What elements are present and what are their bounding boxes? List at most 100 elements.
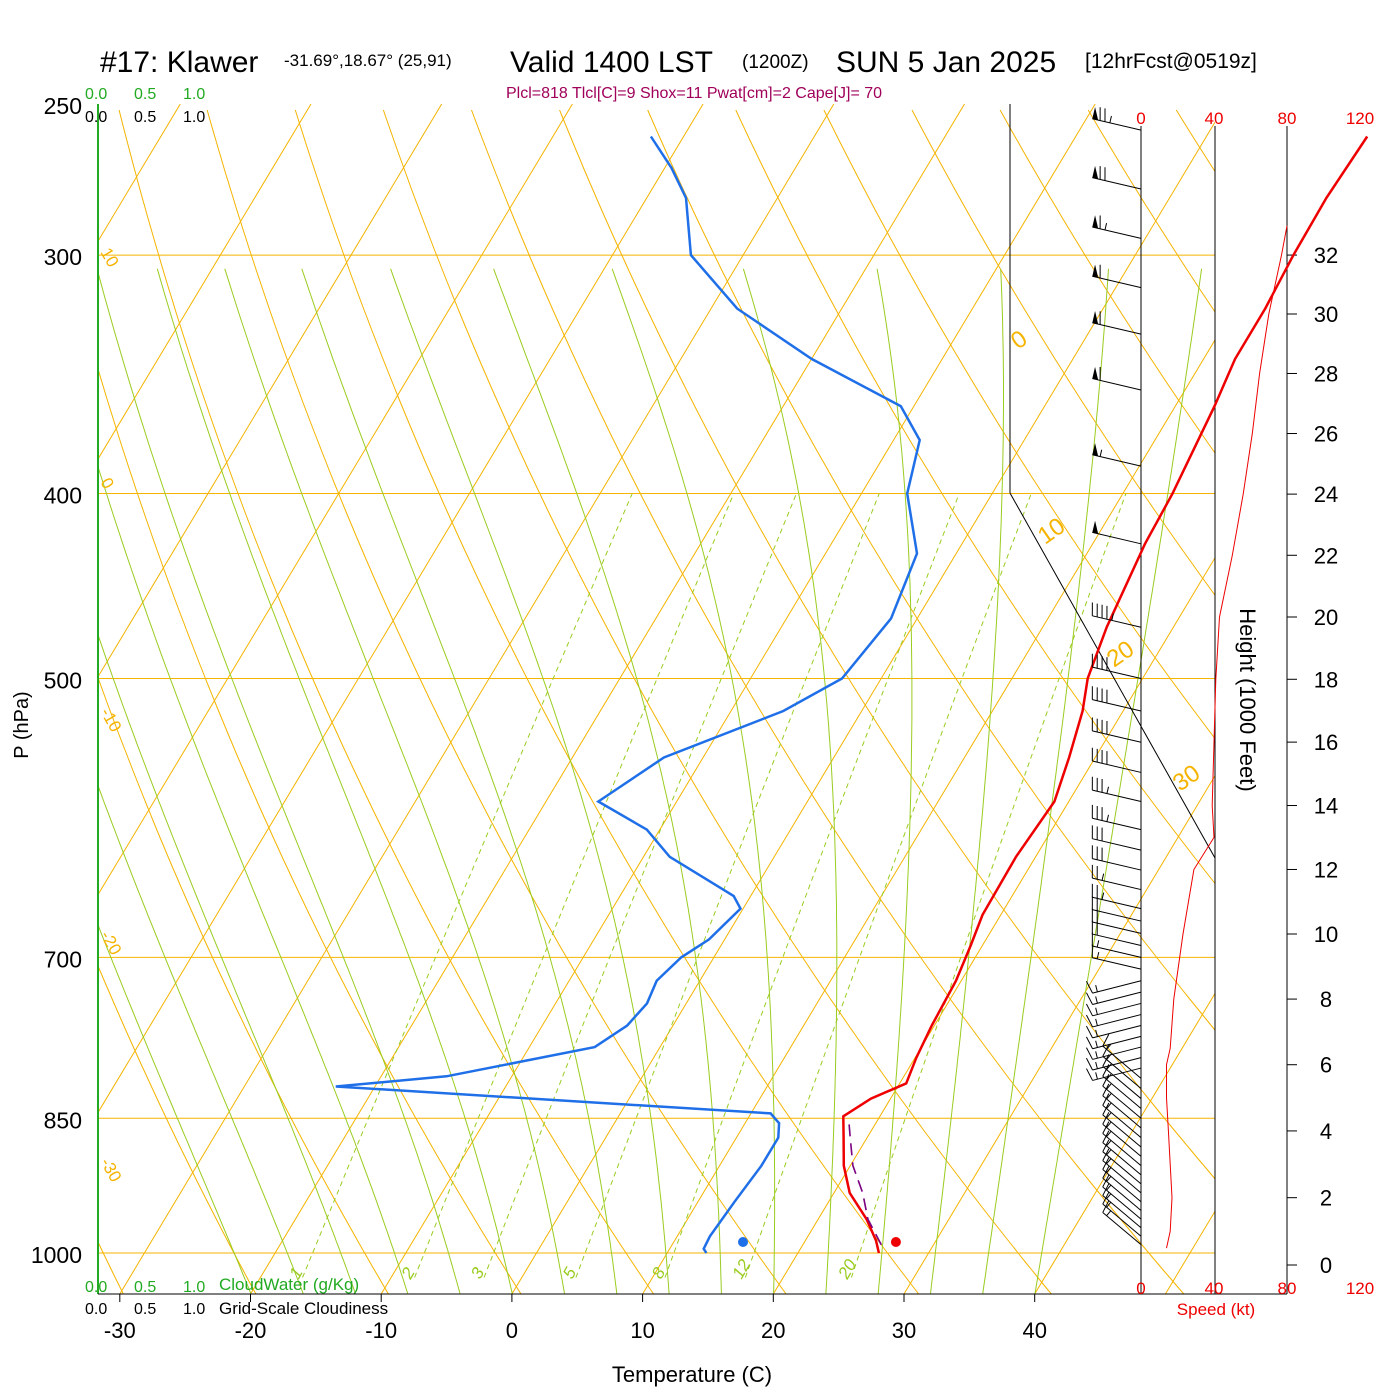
wind-barb bbox=[1091, 776, 1142, 803]
wind-barb-staff bbox=[1102, 1085, 1142, 1119]
isotherm-line bbox=[250, 104, 965, 1294]
wind-barb bbox=[1092, 520, 1142, 545]
cloudiness-title: Grid-Scale Cloudiness bbox=[219, 1299, 388, 1318]
wind-barb bbox=[1091, 920, 1142, 946]
temperature-profile bbox=[842, 135, 1369, 1254]
wind-barb-half-feather bbox=[1095, 996, 1098, 1004]
height-tick-label: 24 bbox=[1314, 482, 1338, 507]
wind-barb bbox=[1091, 804, 1142, 831]
wind-barb bbox=[1085, 1067, 1142, 1081]
wind-barb-feather bbox=[1085, 1036, 1093, 1049]
wind-barb-half-feather bbox=[1104, 223, 1108, 231]
mixing-ratio-line bbox=[483, 493, 797, 1278]
wind-barb bbox=[1102, 1121, 1142, 1167]
mixing-ratio-label: 20 bbox=[834, 1256, 861, 1283]
moist-adiabat bbox=[98, 633, 356, 1294]
wind-barb-staff bbox=[1102, 1133, 1142, 1167]
wind-barb-staff bbox=[1102, 1075, 1142, 1109]
dry-adiabat bbox=[911, 109, 1215, 597]
dry-adiabat bbox=[1175, 109, 1215, 173]
height-tick-label: 14 bbox=[1314, 794, 1338, 819]
isotherm-line bbox=[98, 104, 704, 1114]
wind-barb bbox=[1091, 602, 1142, 628]
wind-barb-feather bbox=[1102, 1112, 1110, 1125]
isotherm-label: -10 bbox=[97, 705, 126, 736]
wind-barb-feather bbox=[1085, 1025, 1093, 1039]
height-tick-label: 20 bbox=[1314, 605, 1338, 630]
wind-barb-staff bbox=[1102, 1095, 1142, 1129]
wind-barb-feather bbox=[1102, 1044, 1110, 1057]
wind-barb-half-feather bbox=[1106, 1184, 1112, 1191]
moist-adiabat bbox=[611, 268, 776, 1294]
wind-barb-staff bbox=[1092, 933, 1142, 946]
cloud-water-title: CloudWater (g/Kg) bbox=[219, 1275, 359, 1294]
wind-barb-half-feather bbox=[1095, 984, 1098, 992]
wind-barb-feather bbox=[1102, 1034, 1110, 1047]
cloudiness-tick-top: 1.0 bbox=[183, 109, 205, 126]
wind-barb bbox=[1085, 1035, 1142, 1050]
height-tick-label: 8 bbox=[1320, 987, 1332, 1012]
wind-barb-staff bbox=[1092, 615, 1142, 628]
cloudwater-tick-top: 0.0 bbox=[85, 86, 107, 103]
wind-barb-half-feather bbox=[1095, 1051, 1098, 1059]
x-tick-label: 0 bbox=[506, 1318, 518, 1343]
wind-barb bbox=[1091, 883, 1142, 910]
moist-adiabat bbox=[98, 270, 461, 1294]
wind-barb-staff bbox=[1102, 1104, 1142, 1138]
y-tick-label: 300 bbox=[44, 244, 82, 270]
wind-speed-profile bbox=[1166, 225, 1288, 1249]
wind-barb-staff bbox=[1092, 1035, 1142, 1050]
wind-barb-staff bbox=[1092, 1046, 1142, 1060]
wind-barb-feather bbox=[1085, 1003, 1093, 1017]
utc-time: (1200Z) bbox=[742, 52, 809, 73]
dry-adiabat bbox=[823, 109, 1215, 740]
wind-barb-staff bbox=[1092, 945, 1142, 958]
y-tick-label: 400 bbox=[44, 483, 82, 509]
wind-barb-flag bbox=[1092, 107, 1099, 121]
moist-adiabat bbox=[982, 268, 1109, 1294]
dry-adiabat bbox=[1087, 109, 1215, 313]
wind-barb bbox=[1092, 443, 1142, 467]
dry-adiabat bbox=[206, 109, 787, 1294]
speed-tick-bottom: 120 bbox=[1346, 1279, 1374, 1298]
wind-barb bbox=[1102, 1083, 1142, 1129]
isotherm-label: 0 bbox=[97, 475, 118, 493]
wind-barb-half-feather bbox=[1095, 1007, 1098, 1015]
height-axis-title: Height (1000 Feet) bbox=[1235, 608, 1260, 791]
sounding-indices: Plcl=818 Tlcl[C]=9 Shox=11 Pwat[cm]=2 Ca… bbox=[506, 85, 882, 102]
wind-barb-staff bbox=[1102, 1160, 1142, 1194]
wind-barb-feather bbox=[1085, 992, 1093, 1005]
wind-barb-half-feather bbox=[1101, 892, 1105, 900]
wind-barb-staff bbox=[1092, 275, 1142, 289]
forecast-info: [12hrFcst@0519z] bbox=[1085, 50, 1257, 73]
wind-barb-half-feather bbox=[1095, 1072, 1098, 1080]
dry-adiabat bbox=[1353, 110, 1400, 1294]
wind-barb-half-feather bbox=[1106, 1131, 1112, 1138]
frame-layer bbox=[97, 104, 1297, 1302]
wind-barb-half-feather bbox=[1106, 1112, 1112, 1119]
wind-barb-half-feather bbox=[1096, 951, 1100, 959]
height-tick-label: 18 bbox=[1314, 667, 1338, 692]
wind-barb-staff bbox=[1092, 1025, 1142, 1039]
valid-time: Valid 1400 LST bbox=[510, 46, 713, 79]
wind-barb-staff bbox=[1092, 789, 1142, 803]
height-tick-label: 2 bbox=[1320, 1186, 1332, 1211]
cloudiness-tick-bottom: 0.0 bbox=[85, 1301, 107, 1318]
speed-tick-top: 120 bbox=[1346, 109, 1374, 128]
isotherm-line bbox=[1034, 992, 1215, 1294]
dry-adiabat bbox=[118, 109, 655, 1294]
wind-barb bbox=[1091, 845, 1142, 871]
wind-barb-half-feather bbox=[1095, 1018, 1098, 1026]
dry-adiabat bbox=[294, 109, 920, 1294]
wind-barb-half-feather bbox=[1101, 873, 1105, 881]
isotherm-line bbox=[380, 104, 1096, 1294]
wind-barb bbox=[1092, 215, 1142, 239]
wind-barb-staff bbox=[1092, 817, 1142, 831]
wind-barb bbox=[1092, 366, 1142, 391]
wind-barb-half-feather bbox=[1095, 1061, 1098, 1069]
height-tick-label: 10 bbox=[1314, 922, 1338, 947]
wind-barb-staff bbox=[1102, 1169, 1142, 1203]
moist-adiabat bbox=[390, 268, 670, 1294]
station-title: #17: Klawer bbox=[100, 46, 258, 79]
